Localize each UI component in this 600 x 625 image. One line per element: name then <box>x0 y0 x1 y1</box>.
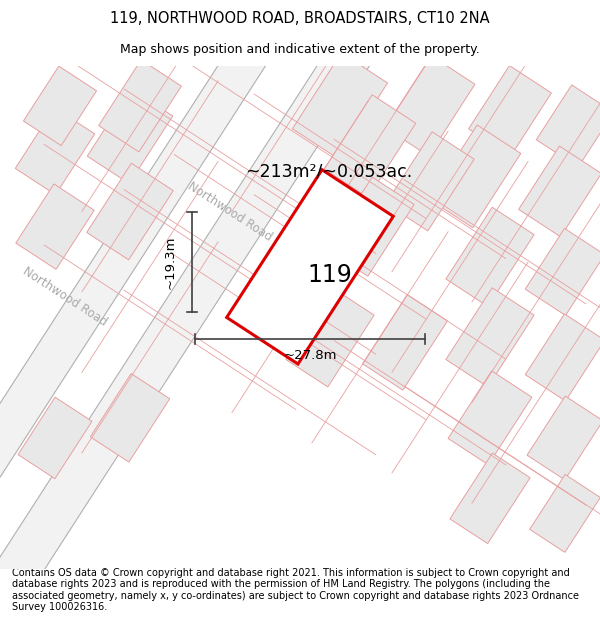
Text: 119, NORTHWOOD ROAD, BROADSTAIRS, CT10 2NA: 119, NORTHWOOD ROAD, BROADSTAIRS, CT10 2… <box>110 11 490 26</box>
Polygon shape <box>324 95 416 198</box>
Polygon shape <box>386 132 474 231</box>
Text: 119: 119 <box>308 263 352 287</box>
Text: Contains OS data © Crown copyright and database right 2021. This information is : Contains OS data © Crown copyright and d… <box>12 568 579 612</box>
Text: ~19.3m: ~19.3m <box>163 235 176 289</box>
Polygon shape <box>90 374 170 462</box>
Polygon shape <box>450 453 530 544</box>
Polygon shape <box>87 163 173 260</box>
Polygon shape <box>536 85 600 167</box>
Polygon shape <box>530 474 600 552</box>
Polygon shape <box>0 0 457 606</box>
Polygon shape <box>326 177 414 276</box>
Polygon shape <box>292 53 388 159</box>
Polygon shape <box>385 56 475 156</box>
Polygon shape <box>23 66 97 146</box>
Text: Northwood Road: Northwood Road <box>185 179 275 244</box>
Polygon shape <box>446 288 534 387</box>
Polygon shape <box>429 125 521 228</box>
Text: ~213m²/~0.053ac.: ~213m²/~0.053ac. <box>245 162 412 180</box>
Polygon shape <box>286 288 374 387</box>
Polygon shape <box>0 0 295 625</box>
Polygon shape <box>527 396 600 480</box>
Polygon shape <box>469 66 551 156</box>
Polygon shape <box>16 184 94 269</box>
Text: Northwood Road: Northwood Road <box>20 265 110 329</box>
Polygon shape <box>518 146 600 237</box>
Polygon shape <box>448 371 532 465</box>
Polygon shape <box>446 208 534 306</box>
Text: ~27.8m: ~27.8m <box>283 349 337 362</box>
Polygon shape <box>98 60 181 152</box>
Text: Map shows position and indicative extent of the property.: Map shows position and indicative extent… <box>120 42 480 56</box>
Polygon shape <box>87 89 173 184</box>
Polygon shape <box>18 398 92 479</box>
Polygon shape <box>525 228 600 316</box>
Polygon shape <box>362 294 448 390</box>
Polygon shape <box>15 107 95 195</box>
Polygon shape <box>227 170 393 364</box>
Polygon shape <box>525 314 600 401</box>
